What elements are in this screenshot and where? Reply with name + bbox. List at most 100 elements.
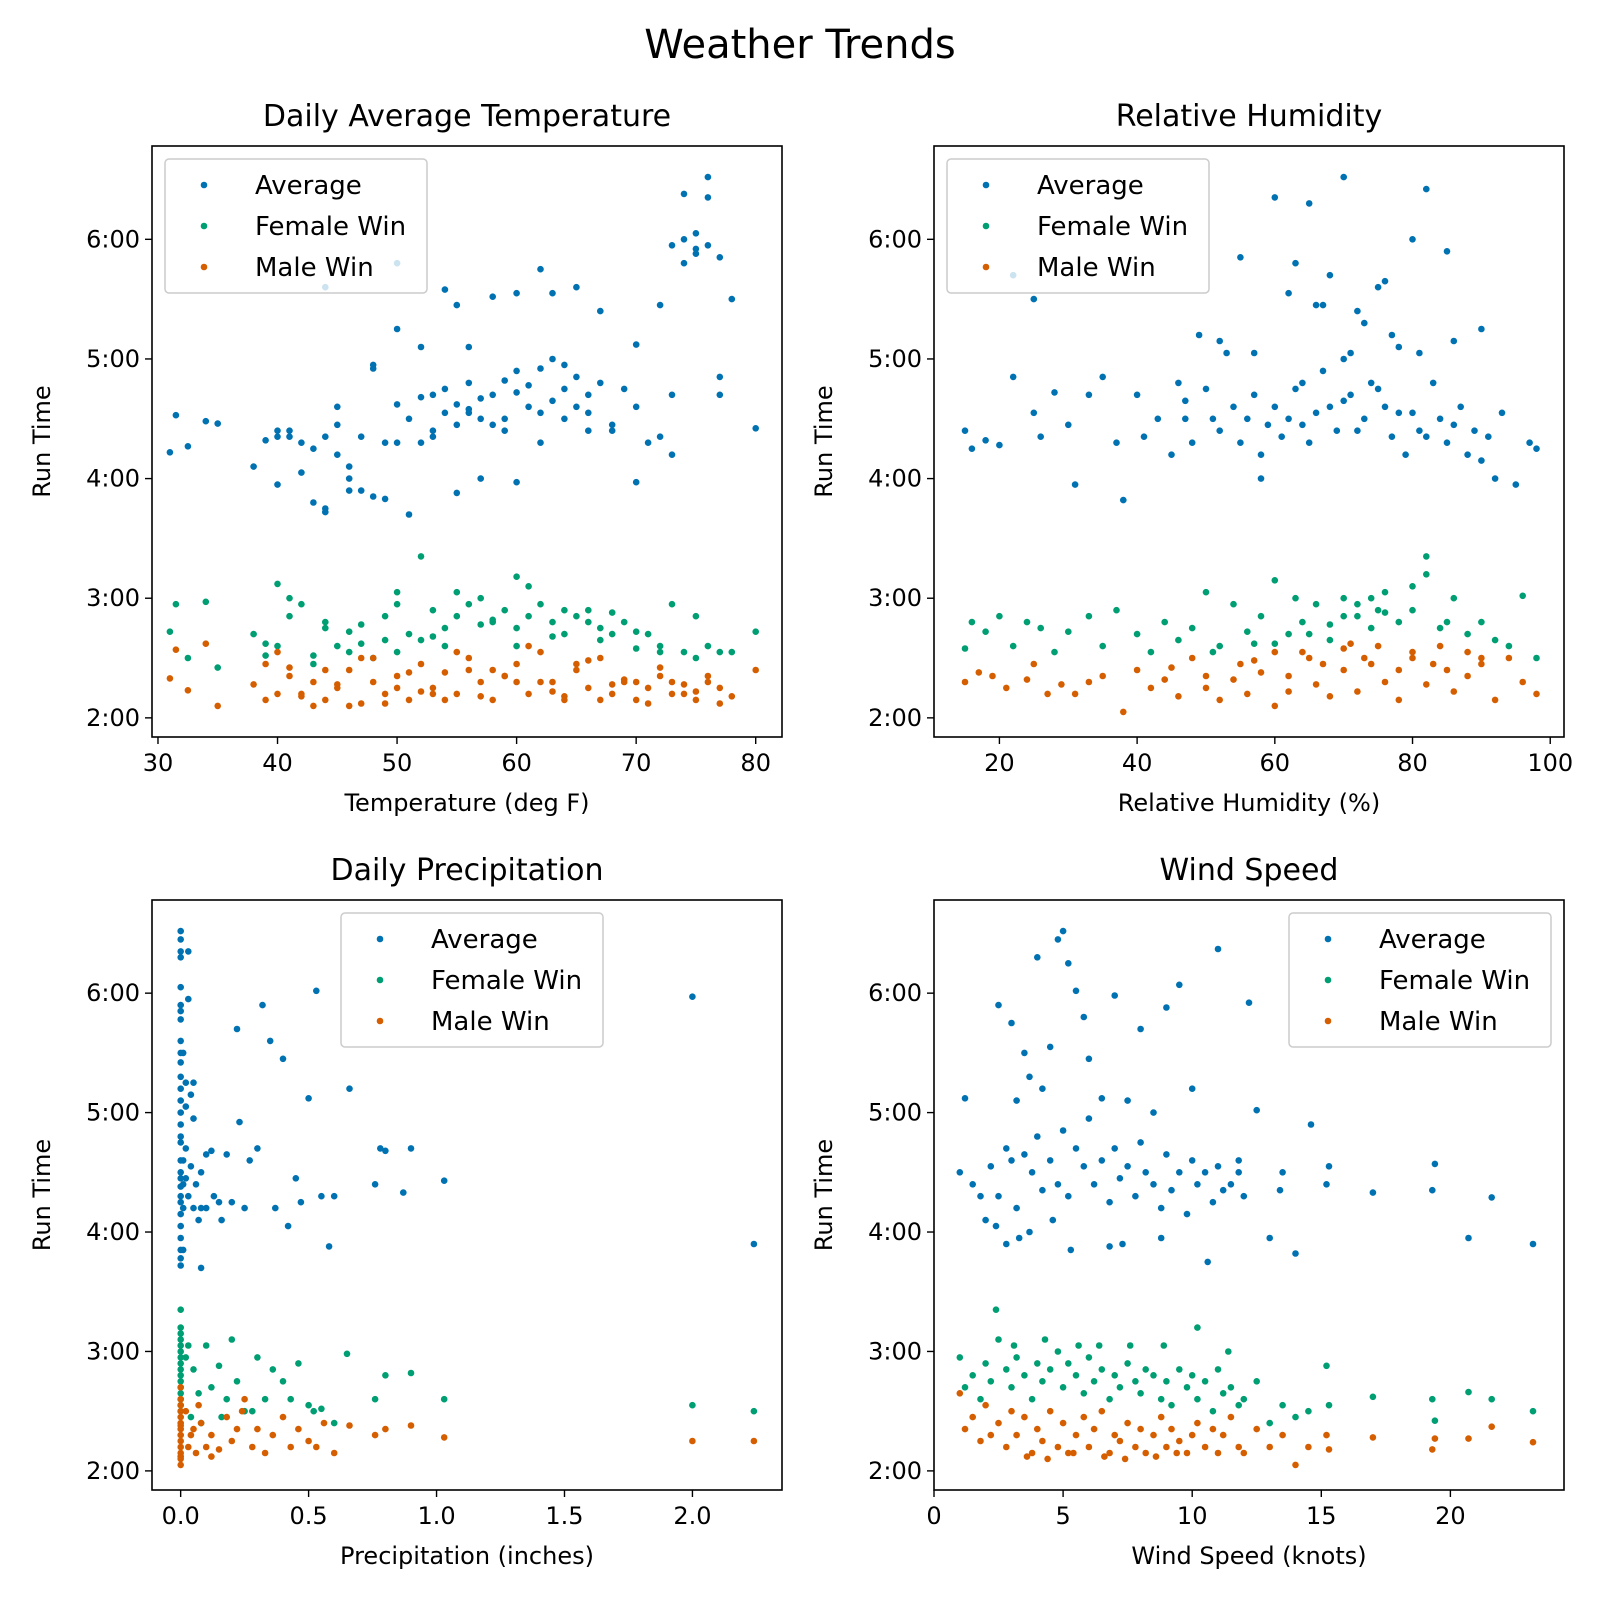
y-tick-label: 5:00	[86, 1099, 140, 1127]
data-point	[632, 341, 640, 348]
data-point	[1395, 696, 1403, 704]
data-point	[182, 1145, 190, 1152]
data-point	[1388, 433, 1396, 441]
data-point	[177, 1169, 184, 1176]
data-point	[1037, 433, 1044, 441]
legend-marker	[376, 1017, 384, 1025]
data-point	[1526, 439, 1533, 447]
data-point	[716, 700, 724, 707]
y-tick-label: 4:00	[86, 465, 140, 493]
data-point	[982, 1216, 989, 1224]
data-point	[371, 1431, 379, 1439]
data-point	[286, 433, 293, 441]
data-point	[1279, 1431, 1286, 1439]
data-point	[477, 395, 485, 402]
data-point	[1126, 1342, 1134, 1349]
data-point	[1163, 1378, 1170, 1385]
data-point	[286, 427, 293, 435]
data-point	[1201, 1169, 1209, 1176]
data-point	[182, 1103, 190, 1110]
data-point	[195, 1390, 202, 1397]
data-point	[1227, 1384, 1235, 1391]
subplot-4: Wind Speed 0 5 10 15 20 2:00 3:00 4:00 5:00 6:00 Wi…	[810, 853, 1565, 1570]
data-point	[1071, 481, 1079, 488]
data-point	[1034, 1133, 1041, 1140]
data-point	[1183, 1449, 1191, 1457]
data-point	[1080, 1413, 1088, 1421]
data-point	[656, 642, 664, 650]
data-point	[1030, 295, 1038, 303]
data-point	[236, 1118, 243, 1126]
data-point	[1319, 660, 1327, 668]
data-point	[995, 1001, 1002, 1009]
data-point	[177, 1073, 184, 1081]
data-point	[1059, 927, 1067, 935]
data-point	[1090, 1425, 1098, 1433]
data-point	[305, 1401, 312, 1409]
data-point	[1237, 439, 1244, 447]
data-point	[668, 391, 676, 399]
data-point	[1369, 1434, 1377, 1441]
data-point	[441, 385, 449, 393]
data-point	[1488, 1395, 1495, 1403]
data-point	[728, 648, 736, 656]
data-point	[1369, 1189, 1377, 1196]
data-point	[1142, 1366, 1149, 1373]
data-point	[1168, 451, 1175, 459]
data-point	[182, 1354, 190, 1361]
data-point	[177, 1354, 184, 1361]
data-point	[1065, 628, 1072, 635]
data-point	[1194, 1181, 1201, 1188]
data-point	[1340, 612, 1347, 620]
data-point	[177, 1121, 184, 1128]
data-point	[1257, 475, 1265, 482]
data-point	[668, 600, 676, 608]
y-tick-label: 6:00	[86, 225, 140, 253]
data-point	[1299, 648, 1306, 656]
data-point	[1133, 666, 1141, 674]
data-point	[1157, 1413, 1165, 1421]
data-point	[716, 253, 724, 261]
data-point	[1039, 1378, 1046, 1385]
data-point	[1113, 606, 1120, 614]
data-point	[345, 487, 353, 494]
data-point	[525, 382, 532, 389]
data-point	[969, 1413, 976, 1421]
data-point	[254, 1145, 261, 1152]
data-point	[1409, 654, 1416, 662]
data-point	[1194, 1395, 1201, 1403]
data-point	[286, 594, 293, 602]
data-point	[537, 265, 544, 273]
data-point	[1054, 1348, 1062, 1355]
data-point	[1013, 1097, 1020, 1104]
data-point	[1292, 594, 1299, 602]
data-point	[1395, 618, 1403, 626]
data-point	[1354, 688, 1361, 695]
data-point	[1188, 654, 1196, 662]
data-point	[1085, 1115, 1093, 1122]
data-point	[1003, 1145, 1010, 1152]
data-point	[1098, 1157, 1106, 1164]
data-point	[1150, 1431, 1157, 1439]
data-point	[177, 1437, 184, 1445]
data-point	[1491, 636, 1499, 644]
x-tick-label: 0.0	[162, 1502, 200, 1530]
data-point	[608, 630, 616, 638]
data-point	[417, 636, 425, 644]
data-point	[1090, 1181, 1098, 1188]
data-point	[585, 427, 592, 435]
data-point	[371, 1181, 379, 1188]
data-point	[1085, 678, 1093, 686]
data-point	[1279, 1401, 1286, 1409]
data-point	[1152, 1453, 1160, 1460]
data-point	[1305, 200, 1313, 207]
y-tick-label: 4:00	[868, 1218, 922, 1246]
x-tick-label: 70	[621, 749, 652, 777]
data-point	[1214, 1163, 1222, 1170]
data-point	[1478, 457, 1485, 464]
data-point	[1157, 1204, 1165, 1212]
data-point	[182, 1175, 190, 1182]
data-point	[1124, 1097, 1131, 1104]
data-point	[223, 1151, 230, 1158]
